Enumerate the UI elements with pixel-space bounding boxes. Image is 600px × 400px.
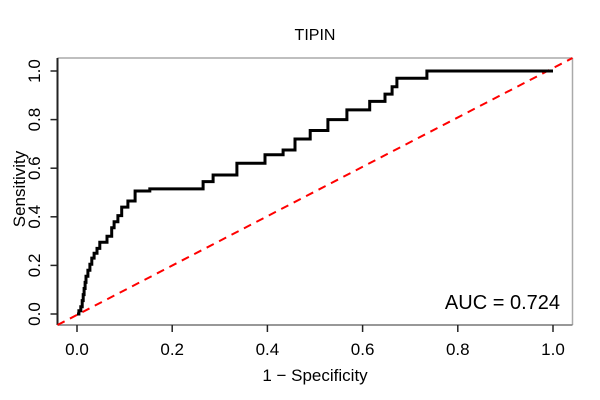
chance-diagonal-line [57, 57, 573, 326]
x-tick-label: 0.4 [256, 340, 280, 359]
x-tick-label: 0.2 [160, 340, 184, 359]
y-tick-label: 0.2 [25, 254, 44, 278]
y-axis-label: Sensitivity [10, 150, 29, 228]
roc-curve-line [77, 69, 553, 316]
x-tick-label: 1.0 [541, 340, 565, 359]
y-tick-label: 0.8 [25, 108, 44, 132]
x-tick-label: 0.0 [65, 340, 89, 359]
x-axis-label: 1 − Specificity [262, 366, 368, 385]
y-tick-label: 0.4 [25, 205, 44, 229]
chart-title: TIPIN [294, 27, 336, 44]
x-tick-label: 0.6 [351, 340, 375, 359]
x-tick-label: 0.8 [446, 340, 470, 359]
auc-annotation: AUC = 0.724 [444, 292, 560, 314]
y-tick-label: 0.0 [25, 302, 44, 326]
y-tick-label: 0.6 [25, 156, 44, 180]
y-tick-label: 1.0 [25, 59, 44, 83]
